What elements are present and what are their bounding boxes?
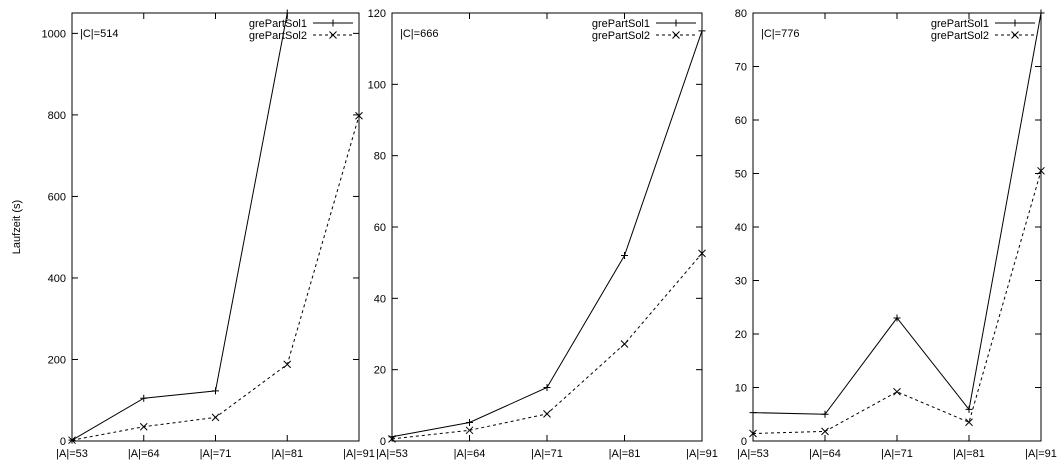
y-tick-label: 800 [48, 110, 66, 122]
data-point [698, 27, 706, 35]
series-grePartSol2 [68, 111, 363, 445]
x-tick-label: |A|=81 [953, 448, 985, 460]
series-grePartSol1 [749, 9, 1045, 418]
legend-marker [1011, 19, 1019, 27]
series-grePartSol2 [388, 249, 706, 443]
series-grePartSol1 [388, 27, 706, 441]
data-point [212, 387, 219, 395]
x-tick-label: |A|=53 [737, 448, 769, 460]
data-point [283, 9, 291, 17]
panel-annotation: |C|=514 [80, 28, 118, 40]
x-tick-label: |A|=71 [531, 448, 563, 460]
x-tick-label: |A|=91 [343, 448, 375, 460]
y-tick-label: 60 [374, 222, 386, 234]
series-line [752, 12, 1042, 415]
data-point [140, 394, 148, 402]
data-point [388, 435, 396, 443]
data-point [543, 384, 551, 391]
data-point [355, 111, 363, 120]
y-tick-label: 60 [735, 115, 747, 127]
plot-frame [391, 12, 703, 442]
data-point [821, 427, 829, 436]
chart-panel-3: 0 10 20 30 40 50 60 70 80 |A|=53 |A|=64 |A|=71 |A|=8… [735, 8, 1057, 460]
chart-panel-1: 0 200 400 600 800 1000 |A|=53 |A|=64 |A|=71 |A|=8… [11, 9, 375, 460]
y-tick-label: 10 [735, 383, 747, 395]
y-tick-label: 400 [48, 273, 66, 285]
data-point [1037, 9, 1045, 17]
x-tick-label: |A|=53 [376, 448, 408, 460]
y-tick-label: 120 [368, 8, 386, 20]
x-tick-label: |A|=91 [686, 448, 718, 460]
legend-label: grePartSol2 [931, 30, 989, 42]
legend-marker [1011, 31, 1019, 39]
x-tick-label: |A|=91 [1025, 448, 1057, 460]
legend-label: grePartSol2 [592, 30, 650, 42]
y-tick-label: 40 [735, 222, 747, 234]
y-tick-label: 0 [380, 436, 386, 448]
data-point [821, 410, 829, 418]
y-axis-label: Laufzeit (s) [11, 200, 23, 254]
legend-marker [329, 19, 337, 27]
series-line [391, 30, 703, 438]
y-tick-label: 600 [48, 191, 66, 203]
data-point [965, 405, 973, 413]
panel-annotation: |C|=666 [400, 28, 438, 40]
y-tick-label: 100 [368, 79, 386, 91]
y-tick-label: 80 [374, 151, 386, 163]
data-point [211, 413, 220, 422]
data-point [749, 429, 757, 438]
legend-label: grePartSol2 [249, 30, 307, 42]
plot-frame [752, 12, 1042, 442]
y-tick-label: 20 [374, 365, 386, 377]
data-point [893, 387, 901, 396]
legend-marker [672, 31, 680, 39]
data-point [543, 410, 551, 418]
series-line [391, 253, 703, 440]
data-point [68, 436, 76, 445]
y-tick-label: 0 [741, 436, 747, 448]
y-tick-label: 50 [735, 169, 747, 181]
legend-label: grePartSol1 [931, 18, 989, 30]
x-tick-label: |A|=81 [609, 448, 641, 460]
y-tick-label: 200 [48, 354, 66, 366]
data-point [139, 422, 148, 431]
legend-label: grePartSol1 [249, 18, 307, 30]
data-point [749, 409, 757, 417]
legend-label: grePartSol1 [592, 18, 650, 30]
legend-marker [672, 19, 680, 27]
plot-frame [71, 12, 360, 442]
x-tick-label: |A|=64 [128, 448, 160, 460]
panel-annotation: |C|=776 [761, 28, 799, 40]
x-tick-label: |A|=64 [454, 448, 486, 460]
data-point [621, 252, 628, 260]
chart-panel-2: 0 20 40 60 80 100 120 |A|=53 |A|=64 |A|=71 |A|=81 |… [368, 8, 718, 460]
legend-marker [329, 31, 337, 39]
series-line [71, 12, 288, 441]
data-point [283, 360, 292, 369]
y-tick-label: 70 [735, 62, 747, 74]
data-point [1037, 166, 1045, 175]
y-tick-label: 20 [735, 329, 747, 341]
y-tick-label: 0 [60, 436, 66, 448]
x-tick-label: |A|=53 [56, 448, 88, 460]
series-grePartSol2 [749, 166, 1045, 438]
data-point [620, 340, 629, 348]
y-tick-label: 80 [735, 8, 747, 20]
data-point [893, 314, 901, 322]
series-grePartSol1 [68, 9, 291, 444]
data-point [466, 418, 473, 426]
x-tick-label: |A|=64 [809, 448, 841, 460]
data-point [965, 418, 973, 427]
series-line [752, 170, 1042, 434]
data-point [698, 249, 706, 258]
y-tick-label: 1000 [42, 28, 66, 40]
x-tick-label: |A|=71 [200, 448, 232, 460]
x-tick-label: |A|=71 [881, 448, 913, 460]
y-tick-label: 40 [374, 293, 386, 305]
x-tick-label: |A|=81 [271, 448, 303, 460]
data-point [465, 426, 474, 435]
y-tick-label: 30 [735, 276, 747, 288]
